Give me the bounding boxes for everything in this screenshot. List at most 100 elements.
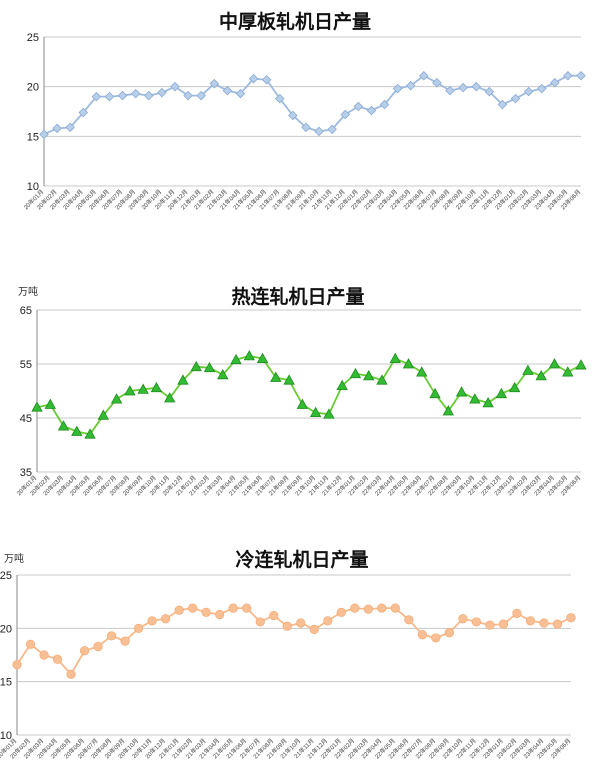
data-point [134, 623, 144, 633]
y-tick-label: 20 [0, 623, 12, 635]
data-point [117, 90, 128, 101]
data-point [157, 87, 167, 98]
data-point [120, 636, 130, 646]
data-point [93, 641, 103, 652]
data-point [270, 371, 282, 382]
data-point [350, 603, 360, 613]
data-point [106, 631, 117, 641]
y-tick-label: 15 [0, 677, 12, 689]
data-point [230, 353, 242, 365]
data-point [431, 633, 441, 643]
data-point [203, 361, 216, 373]
data-point [379, 99, 390, 110]
data-point [536, 83, 547, 94]
data-point [417, 630, 427, 640]
data-point [150, 381, 163, 393]
y-tick-label: 10 [0, 730, 12, 742]
data-point [550, 77, 560, 88]
data-point [535, 370, 547, 381]
data-point [25, 639, 36, 649]
data-point [432, 77, 442, 88]
data-point [402, 358, 415, 369]
data-point [274, 93, 285, 104]
data-point [575, 359, 587, 370]
data-point [78, 107, 89, 118]
data-point [563, 70, 573, 81]
data-point [363, 370, 375, 381]
data-point [353, 101, 364, 112]
data-point [52, 654, 63, 664]
data-point [269, 610, 279, 621]
data-point [242, 603, 252, 613]
data-point [256, 352, 269, 363]
data-point [161, 614, 171, 624]
data-point [144, 90, 154, 101]
y-tick-label: 55 [20, 359, 32, 371]
data-point [522, 364, 534, 375]
data-point [147, 616, 157, 626]
chart-title: 中厚板轧机日产量 [219, 10, 371, 33]
data-point [576, 70, 586, 81]
data-point [137, 383, 149, 394]
data-point [548, 358, 561, 369]
chart-hot-strip-mill: 热连轧机日产量 万吨 3545556520年01月20年02月20年03月20年… [15, 285, 587, 497]
data-point [510, 93, 521, 104]
data-point [84, 428, 96, 439]
data-point [390, 603, 400, 613]
y-tick-label: 25 [27, 32, 39, 44]
data-point [525, 616, 536, 626]
data-point [164, 392, 176, 403]
data-point [170, 81, 180, 92]
data-point [12, 660, 22, 670]
data-point [314, 126, 324, 137]
data-point [243, 350, 255, 361]
data-point [445, 85, 455, 96]
data-point [508, 381, 521, 393]
data-point [201, 607, 211, 617]
data-point [130, 88, 141, 99]
data-point [539, 618, 549, 628]
data-point [458, 614, 468, 624]
data-point [377, 603, 387, 613]
data-point [309, 406, 322, 418]
data-point [442, 405, 454, 416]
data-point [455, 386, 468, 397]
data-point [217, 368, 229, 380]
data-point [255, 617, 265, 627]
data-point [66, 669, 76, 679]
data-point [52, 123, 62, 134]
chart-title: 热连轧机日产量 [231, 285, 364, 308]
y-tick-label: 25 [0, 570, 12, 582]
data-point [222, 85, 233, 96]
y-tick-label: 65 [20, 305, 32, 317]
chart-heavy-plate-mill: 中厚板轧机日产量 1015202520年01月20年02月20年03月20年04… [22, 10, 586, 211]
data-point [174, 605, 184, 615]
data-point [177, 374, 189, 385]
data-point [323, 408, 335, 419]
data-point [512, 608, 522, 618]
data-point [39, 129, 49, 140]
data-point [389, 352, 401, 363]
data-point [215, 609, 225, 620]
data-point [497, 99, 508, 110]
data-point [566, 613, 576, 623]
unit-label: 万吨 [18, 285, 38, 298]
data-point [309, 624, 319, 634]
data-point [57, 420, 70, 431]
data-point [31, 401, 43, 412]
data-point [485, 620, 495, 630]
chart-cold-mill: 冷连轧机日产量 万吨 1015202520年01月20年02月20年03月20年… [0, 548, 576, 760]
data-point [471, 617, 482, 627]
data-point [183, 90, 193, 101]
data-point [283, 374, 295, 385]
data-point [405, 80, 416, 91]
data-point [104, 91, 115, 102]
series-line [16, 607, 572, 676]
data-point [235, 88, 246, 99]
data-point [323, 616, 333, 626]
data-point [190, 360, 202, 372]
data-point [484, 86, 495, 97]
data-point [336, 607, 346, 617]
data-point [419, 70, 429, 81]
